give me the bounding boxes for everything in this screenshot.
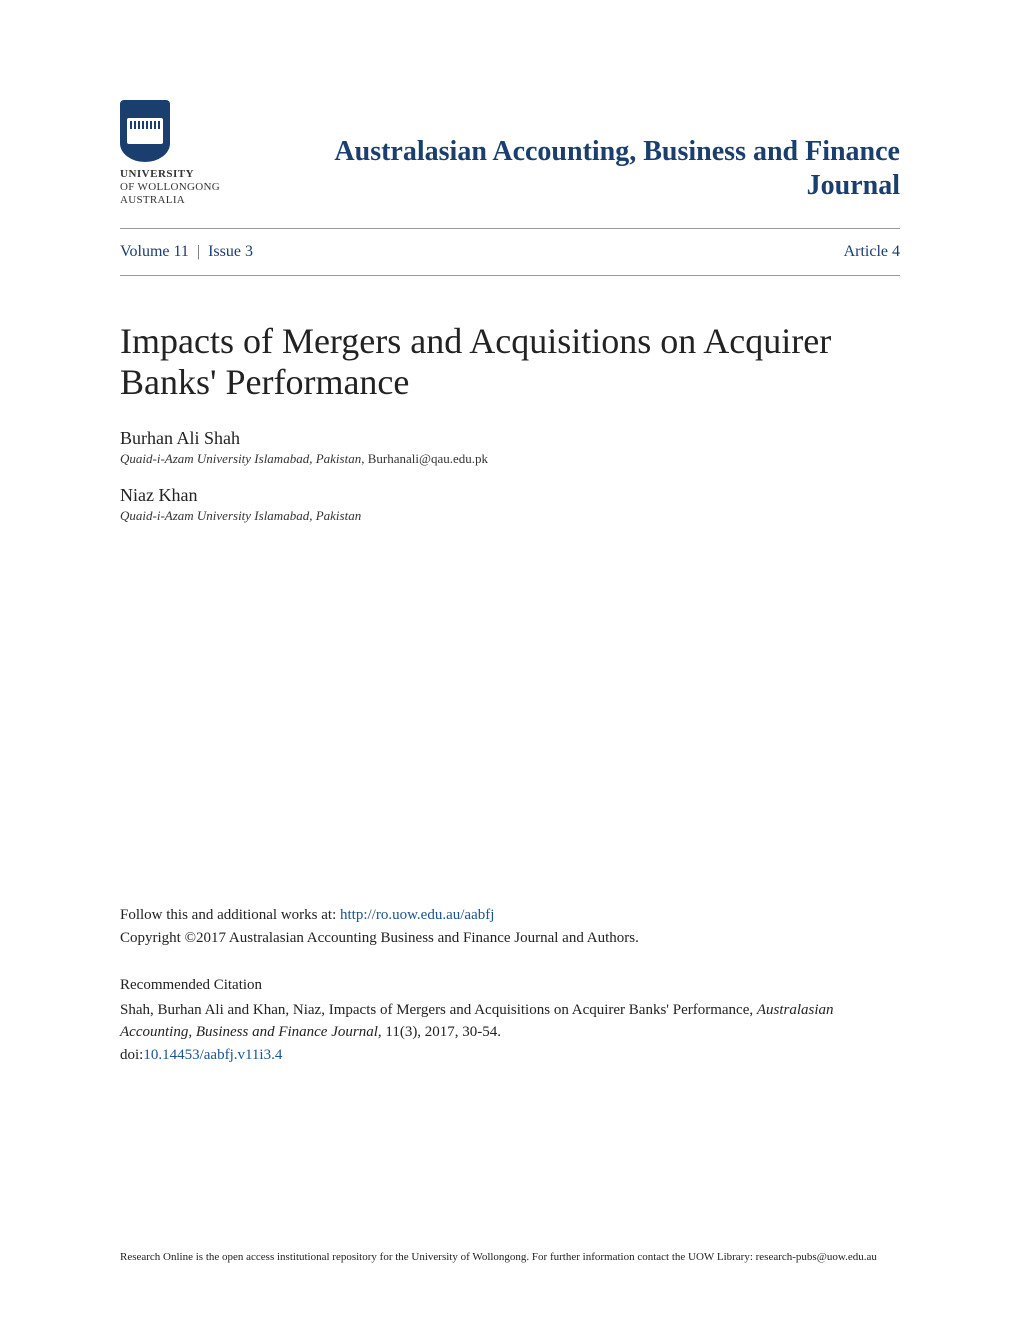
author-name: Burhan Ali Shah [120, 428, 900, 449]
doi-link[interactable]: 10.14453/aabfj.v11i3.4 [143, 1047, 282, 1063]
author-affiliation: Quaid-i-Azam University Islamabad, Pakis… [120, 451, 900, 467]
vol-separator: | [197, 243, 200, 260]
volume-issue-bar: Volume 11 | Issue 3 Article 4 [120, 237, 900, 267]
university-logo-block: UNIVERSITY OF WOLLONGONG AUSTRALIA [120, 100, 220, 208]
article-number-link[interactable]: Article 4 [844, 243, 900, 261]
university-line1: UNIVERSITY [120, 168, 220, 181]
divider-bottom [120, 275, 900, 276]
header-section: UNIVERSITY OF WOLLONGONG AUSTRALIA Austr… [120, 100, 900, 208]
author-block-2: Niaz Khan Quaid-i-Azam University Islama… [120, 485, 900, 524]
issue-link[interactable]: Issue 3 [208, 243, 253, 260]
author-block-1: Burhan Ali Shah Quaid-i-Azam University … [120, 428, 900, 467]
journal-title[interactable]: Australasian Accounting, Business and Fi… [250, 135, 900, 202]
doi-line: doi:10.14453/aabfj.v11i3.4 [120, 1044, 900, 1067]
citation-heading: Recommended Citation [120, 974, 900, 997]
divider-top [120, 228, 900, 229]
follow-section: Follow this and additional works at: htt… [120, 904, 900, 949]
article-title: Impacts of Mergers and Acquisitions on A… [120, 321, 900, 404]
university-name: UNIVERSITY OF WOLLONGONG AUSTRALIA [120, 168, 220, 208]
shield-icon [120, 100, 170, 162]
volume-link[interactable]: Volume 11 [120, 243, 189, 260]
author-name: Niaz Khan [120, 485, 900, 506]
university-line3: AUSTRALIA [120, 194, 220, 207]
footer-note: Research Online is the open access insti… [120, 1250, 900, 1265]
citation-text: Shah, Burhan Ali and Khan, Niaz, Impacts… [120, 999, 900, 1044]
follow-line: Follow this and additional works at: htt… [120, 904, 900, 927]
author-affiliation: Quaid-i-Azam University Islamabad, Pakis… [120, 508, 900, 524]
copyright-line: Copyright ©2017 Australasian Accounting … [120, 927, 900, 950]
university-line2: OF WOLLONGONG [120, 181, 220, 194]
repository-link[interactable]: http://ro.uow.edu.au/aabfj [340, 907, 494, 923]
volume-issue: Volume 11 | Issue 3 [120, 243, 253, 261]
citation-section: Recommended Citation Shah, Burhan Ali an… [120, 974, 900, 1066]
